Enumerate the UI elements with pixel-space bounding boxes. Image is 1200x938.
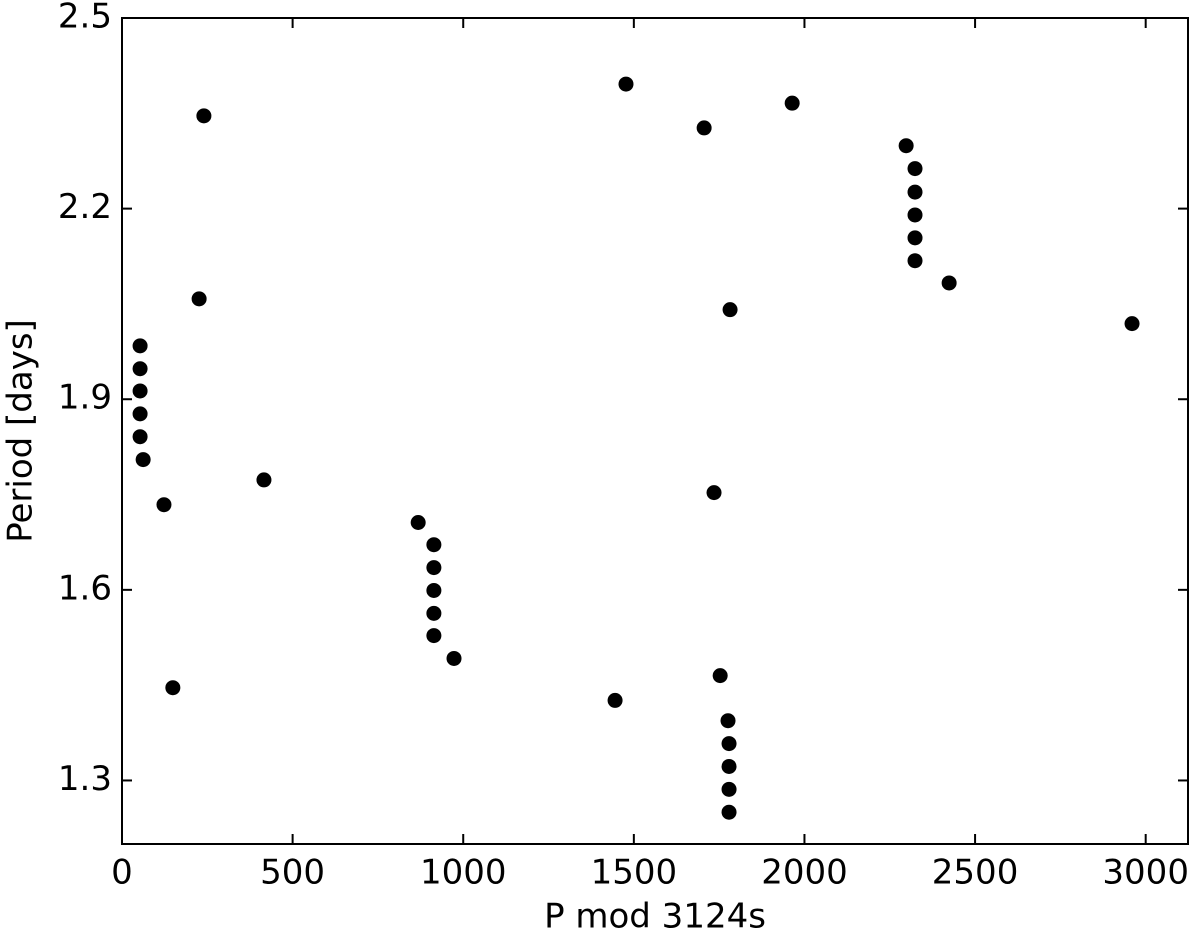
x-tick-label: 500 bbox=[260, 853, 325, 893]
y-tick-label: 1.3 bbox=[58, 759, 112, 799]
scatter-point bbox=[165, 680, 181, 696]
x-tick-label: 1000 bbox=[420, 853, 507, 893]
scatter-point bbox=[720, 713, 736, 729]
plot-frame bbox=[121, 17, 1189, 845]
scatter-point bbox=[907, 207, 923, 223]
scatter-point bbox=[712, 668, 728, 684]
y-tick-label: 1.6 bbox=[58, 568, 112, 608]
y-axis-label: Period [days] bbox=[1, 319, 41, 543]
scatter-point bbox=[618, 76, 634, 92]
scatter-point bbox=[721, 781, 737, 797]
scatter-point bbox=[784, 95, 800, 111]
scatter-point bbox=[156, 497, 172, 513]
scatter-point bbox=[941, 275, 957, 291]
scatter-point bbox=[907, 161, 923, 177]
scatter-point bbox=[721, 758, 737, 774]
x-tick-label: 3000 bbox=[1102, 853, 1189, 893]
scatter-point bbox=[607, 692, 623, 708]
scatter-point bbox=[721, 804, 737, 820]
scatter-point bbox=[1124, 316, 1140, 332]
scatter-point bbox=[132, 361, 148, 377]
scatter-point bbox=[196, 108, 212, 124]
scatter-point bbox=[706, 485, 722, 501]
x-axis-label: P mod 3124s bbox=[544, 897, 766, 937]
scatter-point bbox=[132, 406, 148, 422]
scatter-point bbox=[446, 650, 462, 666]
y-tick-label: 2.5 bbox=[58, 0, 112, 37]
scatter-point bbox=[426, 537, 442, 553]
x-tick-label: 2000 bbox=[761, 853, 848, 893]
scatter-point bbox=[722, 302, 738, 318]
x-tick-label: 0 bbox=[111, 853, 133, 893]
scatter-point bbox=[191, 291, 207, 307]
scatter-point bbox=[410, 514, 426, 530]
scatter-point bbox=[132, 383, 148, 399]
scatter-point bbox=[426, 582, 442, 598]
scatter-point bbox=[898, 138, 914, 154]
x-tick-label: 1500 bbox=[591, 853, 678, 893]
scatter-point bbox=[696, 120, 712, 136]
scatter-point bbox=[135, 452, 151, 468]
scatter-point bbox=[907, 253, 923, 269]
y-tick-label: 2.2 bbox=[58, 187, 112, 227]
scatter-point bbox=[132, 338, 148, 354]
scatter-point bbox=[256, 472, 272, 488]
scatter-point bbox=[907, 230, 923, 246]
scatter-point bbox=[907, 184, 923, 200]
scatter-point bbox=[426, 605, 442, 621]
y-tick-label: 1.9 bbox=[58, 378, 112, 418]
scatter-point bbox=[132, 429, 148, 445]
scatter-point bbox=[721, 736, 737, 752]
x-tick-label: 2500 bbox=[932, 853, 1019, 893]
scatter-point bbox=[426, 628, 442, 644]
scatter-point bbox=[426, 560, 442, 576]
